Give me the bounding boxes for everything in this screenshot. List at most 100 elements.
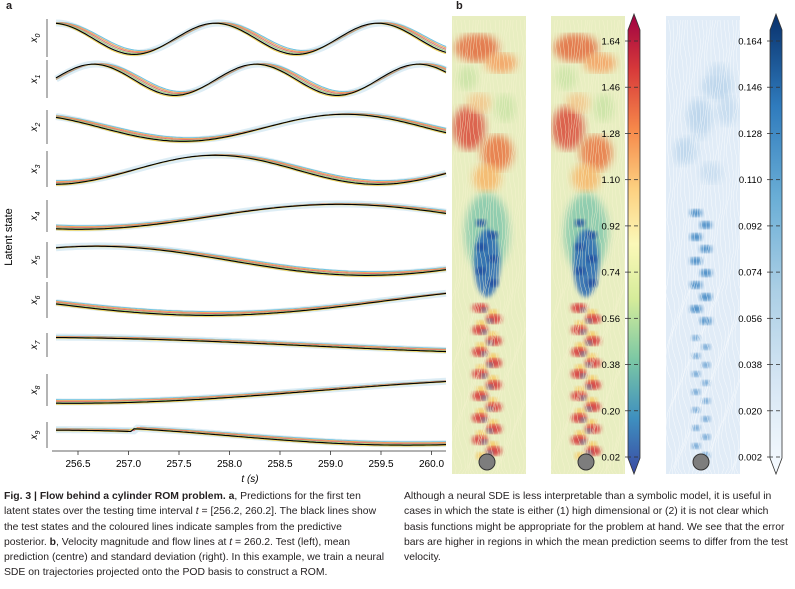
mean-prediction-field: [551, 16, 625, 474]
cylinder-marker: [478, 453, 496, 471]
x-axis-label: t (s): [241, 474, 258, 485]
colorbar-tick-label: 0.20: [602, 406, 621, 417]
colorbar-tick-label: 1.46: [602, 83, 621, 94]
streamline: [734, 19, 740, 474]
streamline: [563, 19, 571, 474]
streamline: [474, 19, 483, 474]
streamline: [615, 19, 625, 474]
colorbar-tick-label: 0.074: [738, 268, 762, 279]
streamline: [507, 19, 516, 474]
streamline: [612, 19, 621, 474]
colorbar-tick-label: 0.092: [738, 221, 762, 232]
x-tick-label: 257.5: [166, 459, 191, 470]
streamline: [606, 19, 615, 474]
streamline: [566, 19, 575, 474]
figure-caption-left: Fig. 3 | Flow behind a cylinder ROM prob…: [4, 489, 386, 581]
latent-label: x9: [29, 430, 42, 440]
x-tick-label: 257.0: [116, 459, 141, 470]
streamline: [671, 19, 680, 474]
streamline: [717, 19, 726, 474]
latent-label: x7: [29, 339, 42, 350]
streamline: [520, 20, 526, 474]
streamline: [460, 19, 470, 474]
streamline: [452, 20, 460, 474]
streamline: [490, 19, 499, 474]
x-tick-label: 258.5: [267, 459, 292, 470]
streamline: [701, 19, 710, 474]
caption-symbol: t: [195, 506, 199, 518]
colorbar-tick-label: 0.74: [602, 268, 621, 279]
streamline: [569, 19, 579, 474]
streamline: [603, 19, 611, 474]
streamline: [517, 19, 525, 474]
test-state-line: [55, 63, 447, 96]
streamline: [677, 19, 686, 474]
latent-label: x3: [29, 164, 42, 174]
streamline: [467, 19, 476, 474]
colorbar-tick-label: 0.56: [602, 314, 621, 325]
streamline: [487, 19, 496, 474]
streamline: [721, 19, 730, 474]
test-state-line: [55, 203, 447, 230]
latent-label: x0: [29, 33, 42, 43]
test-state-line: [56, 337, 447, 353]
std-colorbar: 0.164 0.146 0.128 0.110 0.092 0.074 0.056 0.038…: [738, 12, 783, 476]
streamline: [500, 19, 509, 474]
latent-label: x4: [29, 211, 42, 221]
streamline: [483, 19, 492, 474]
caption-text: , Predictions for the first ten latent s…: [4, 491, 361, 518]
flow-field-panel: 1.64 1.46 1.28 1.10 0.92 0.74 0.56 0.38 0.20 0.02…: [452, 12, 783, 476]
cylinder-marker: [692, 453, 710, 471]
test-state-line: [55, 292, 447, 316]
streamline: [704, 20, 713, 474]
cylinder-marker: [577, 453, 595, 471]
caption-text: = 260.2. Test (left), mean prediction (c…: [4, 536, 385, 579]
streamline: [457, 19, 466, 474]
x-tick-label: 259.0: [318, 459, 343, 470]
latent-label: x8: [29, 385, 42, 395]
colorbar-tick-label: 0.02: [602, 453, 621, 464]
streamline: [724, 19, 733, 474]
streamline: [684, 19, 693, 474]
latent-label: x6: [29, 295, 42, 305]
colorbar-tick-label: 0.128: [738, 129, 762, 140]
test-state-line: [55, 113, 447, 142]
streamline: [583, 19, 592, 474]
latent-series-group: x0 x1 x2 x3 x4 x5 x6 x7 x8 x9: [29, 19, 448, 448]
streamline: [586, 19, 595, 474]
colorbar-tick-label: 0.002: [738, 453, 762, 464]
streamline: [609, 19, 618, 474]
streamline: [599, 19, 608, 474]
streamline: [576, 19, 585, 474]
streamline: [675, 19, 683, 474]
streamline: [572, 19, 581, 474]
x-tick-label: 258.0: [217, 459, 242, 470]
colorbar-tick-label: 0.164: [738, 37, 762, 48]
colorbar-tick-label: 1.10: [602, 175, 621, 186]
streamline: [497, 19, 506, 474]
posterior-sample-line: [56, 381, 447, 405]
latent-label: x2: [29, 122, 42, 132]
panel-b-letter: b: [456, 0, 463, 12]
streamline: [708, 19, 716, 474]
streamline: [454, 19, 463, 474]
mean-colorbar: 1.64 1.46 1.28 1.10 0.92 0.74 0.56 0.38 0.20 0.02: [602, 12, 641, 476]
test-state-line: [55, 22, 447, 55]
colorbar-tick-label: 0.020: [738, 406, 762, 417]
panel-a-letter: a: [6, 0, 13, 12]
streamline: [560, 19, 568, 474]
x-tick-label: 260.0: [419, 459, 444, 470]
y-axis-label-group: Latent state: [3, 208, 15, 266]
posterior-sample-line: [56, 337, 447, 353]
streamline: [477, 19, 486, 474]
x-axis: 256.5 257.0 257.5 258.0 258.5 259.0 259.5 260.0…: [52, 450, 446, 485]
caption-panel-b-letter: b: [49, 536, 56, 548]
test-state-line: [56, 380, 447, 404]
colorbar-tick-label: 0.38: [602, 360, 621, 371]
latent-label: x1: [29, 74, 42, 84]
posterior-sample-line: [55, 293, 447, 317]
streamline: [698, 19, 706, 474]
streamline: [666, 19, 673, 474]
colorbar-tick-label: 0.110: [739, 175, 762, 186]
